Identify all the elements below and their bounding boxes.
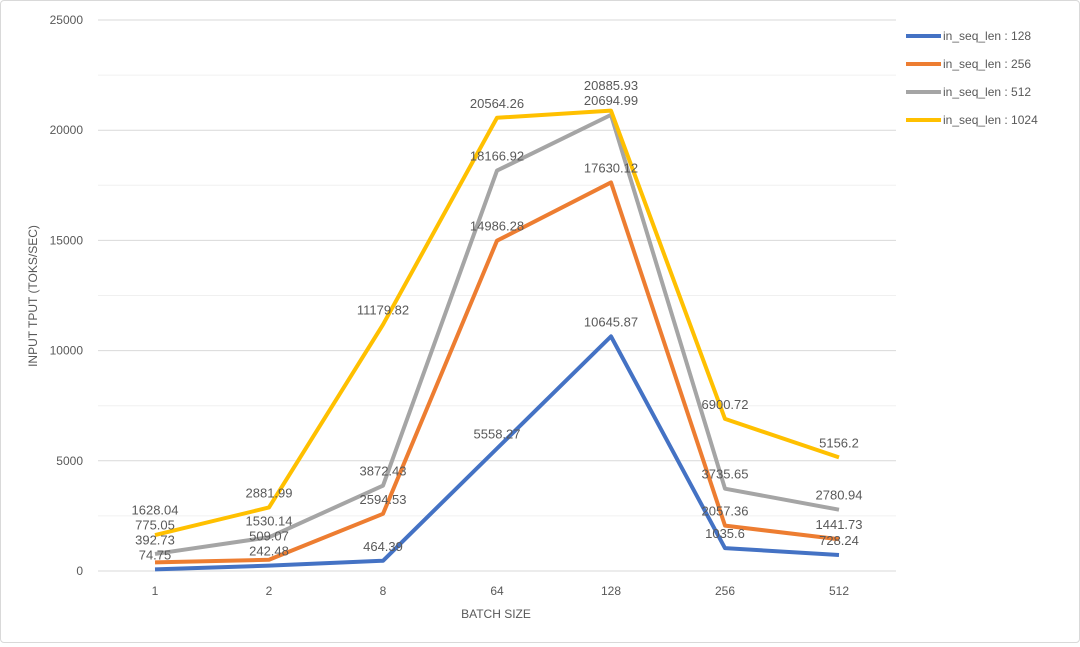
x-axis-label: BATCH SIZE <box>461 607 531 621</box>
y-tick-label: 0 <box>76 564 83 578</box>
data-label: 775.05 <box>135 517 175 532</box>
data-label: 2057.36 <box>702 504 749 519</box>
data-label: 20885.93 <box>584 78 638 93</box>
data-label: 242.48 <box>249 544 289 559</box>
y-tick-label: 10000 <box>50 344 84 358</box>
y-tick-label: 15000 <box>50 233 84 247</box>
series-line-512 <box>154 112 840 556</box>
data-label: 509.07 <box>249 529 289 544</box>
series-line-256 <box>154 180 840 565</box>
data-label: 5558.27 <box>474 426 521 441</box>
data-label: 1441.73 <box>816 517 863 532</box>
data-label: 3735.65 <box>702 467 749 482</box>
data-label: 11179.82 <box>357 303 409 318</box>
data-label: 20564.26 <box>470 96 524 111</box>
y-axis-label: INPUT TPUT (TOKS/SEC) <box>26 225 40 367</box>
data-label: 10645.87 <box>584 314 638 329</box>
legend-entry: in_seq_len : 512 <box>943 85 1031 99</box>
y-tick-label: 25000 <box>50 13 84 27</box>
data-label: 1035.6 <box>705 526 745 541</box>
x-tick-label: 128 <box>601 584 621 598</box>
x-tick-label: 512 <box>829 584 849 598</box>
data-label: 392.73 <box>135 532 175 547</box>
data-label: 14986.28 <box>470 219 524 234</box>
series-line-1024 <box>154 108 840 538</box>
data-label: 6900.72 <box>702 397 749 412</box>
y-tick-label: 20000 <box>50 123 84 137</box>
legend-entry: in_seq_len : 1024 <box>943 113 1038 127</box>
data-label: 2594.53 <box>360 492 407 507</box>
data-label: 2780.94 <box>816 488 863 503</box>
series-line-128 <box>154 334 840 572</box>
data-label: 2881.99 <box>246 485 293 500</box>
legend-entry: in_seq_len : 256 <box>943 57 1031 71</box>
x-tick-label: 8 <box>380 584 387 598</box>
x-tick-label: 64 <box>490 584 504 598</box>
y-tick-label: 5000 <box>56 454 83 468</box>
x-tick-label: 2 <box>266 584 273 598</box>
data-label: 464.39 <box>363 539 403 554</box>
data-label: 17630.12 <box>584 160 638 175</box>
data-label: 18166.92 <box>470 149 524 164</box>
data-label: 74.75 <box>139 547 172 562</box>
data-label: 20694.99 <box>584 93 638 108</box>
x-tick-label: 256 <box>715 584 735 598</box>
data-label: 5156.2 <box>819 435 859 450</box>
data-label: 3872.43 <box>360 464 407 479</box>
data-label: 1628.04 <box>132 502 179 517</box>
legend-entry: in_seq_len : 128 <box>943 29 1031 43</box>
x-tick-label: 1 <box>152 584 159 598</box>
data-label: 1530.14 <box>246 514 293 529</box>
data-label: 728.24 <box>819 533 859 548</box>
